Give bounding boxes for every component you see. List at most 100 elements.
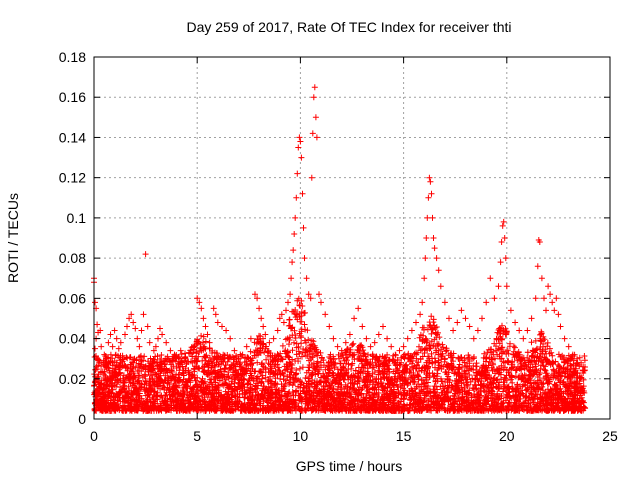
data-point bbox=[318, 299, 324, 306]
data-point bbox=[431, 245, 438, 252]
data-point bbox=[495, 283, 502, 290]
data-point bbox=[437, 283, 444, 290]
data-point bbox=[126, 315, 133, 322]
data-point bbox=[262, 331, 269, 338]
data-point bbox=[301, 255, 308, 262]
data-point bbox=[499, 222, 506, 229]
data-point bbox=[132, 325, 139, 332]
data-point bbox=[536, 239, 543, 245]
data-point bbox=[138, 327, 145, 334]
data-point bbox=[254, 295, 261, 302]
data-point bbox=[146, 339, 153, 346]
data-point bbox=[569, 351, 576, 358]
data-point bbox=[565, 343, 572, 350]
x-tick-label: 5 bbox=[193, 428, 201, 444]
data-point bbox=[140, 311, 147, 318]
y-tick-label: 0 bbox=[78, 411, 86, 427]
x-tick-label: 25 bbox=[602, 428, 618, 444]
data-point bbox=[299, 190, 306, 197]
data-point bbox=[171, 351, 178, 358]
data-point bbox=[462, 315, 469, 322]
data-point bbox=[276, 315, 283, 322]
y-tick-labels: 0 0.02 0.04 0.06 0.08 0.1 0.12 0.14 0.16 0.18 bbox=[59, 49, 86, 427]
data-point bbox=[212, 311, 219, 318]
data-point bbox=[256, 305, 263, 312]
data-point bbox=[580, 363, 587, 370]
data-point bbox=[231, 347, 238, 354]
data-point bbox=[470, 335, 477, 342]
data-point bbox=[296, 134, 303, 141]
data-point bbox=[194, 295, 201, 302]
data-point bbox=[545, 283, 552, 290]
data-point bbox=[134, 335, 141, 342]
data-point bbox=[316, 291, 322, 298]
data-points bbox=[91, 84, 588, 374]
data-point bbox=[371, 339, 378, 346]
data-point bbox=[200, 315, 207, 322]
y-tick-label: 0.1 bbox=[67, 210, 87, 226]
data-point bbox=[122, 331, 128, 338]
data-point bbox=[252, 291, 258, 298]
data-point bbox=[528, 315, 535, 322]
data-point bbox=[111, 327, 118, 334]
data-point bbox=[150, 347, 157, 354]
data-point bbox=[555, 311, 562, 318]
data-point bbox=[295, 144, 302, 151]
data-point bbox=[292, 214, 299, 221]
data-point bbox=[227, 335, 234, 342]
data-point bbox=[408, 327, 415, 334]
data-point bbox=[289, 259, 296, 266]
data-point bbox=[190, 343, 197, 350]
data-point bbox=[101, 351, 108, 358]
y-tick-label: 0.04 bbox=[59, 331, 86, 347]
data-point bbox=[235, 355, 242, 362]
data-point bbox=[144, 323, 151, 330]
data-point bbox=[330, 335, 337, 342]
data-point bbox=[206, 339, 213, 346]
data-point bbox=[534, 263, 541, 270]
x-tick-label: 20 bbox=[499, 428, 515, 444]
data-point bbox=[384, 335, 391, 342]
data-point bbox=[419, 299, 426, 306]
data-point bbox=[98, 343, 105, 350]
data-point bbox=[185, 349, 192, 356]
data-point bbox=[326, 323, 333, 330]
data-point bbox=[483, 299, 490, 306]
y-tick-label: 0.18 bbox=[59, 49, 86, 65]
data-point bbox=[313, 134, 320, 141]
data-point bbox=[363, 335, 370, 342]
data-point bbox=[270, 335, 277, 342]
data-point bbox=[204, 331, 211, 338]
data-point bbox=[430, 235, 437, 241]
data-point bbox=[293, 194, 300, 201]
data-point bbox=[308, 174, 315, 181]
data-point bbox=[417, 311, 424, 318]
data-point bbox=[553, 295, 560, 302]
x-axis-label: GPS time / hours bbox=[296, 458, 403, 474]
y-tick-label: 0.14 bbox=[59, 129, 86, 145]
data-point bbox=[94, 321, 101, 328]
data-point bbox=[380, 323, 386, 330]
data-point bbox=[196, 299, 203, 306]
data-point bbox=[96, 359, 103, 366]
data-point bbox=[404, 335, 411, 342]
data-point bbox=[426, 174, 433, 181]
data-point bbox=[549, 299, 556, 306]
data-point bbox=[413, 319, 419, 326]
x-tick-label: 10 bbox=[293, 428, 309, 444]
data-point bbox=[421, 275, 428, 282]
plot-frame bbox=[93, 56, 611, 420]
data-point bbox=[355, 305, 362, 312]
data-point bbox=[202, 323, 209, 330]
data-point bbox=[557, 323, 564, 330]
data-point bbox=[285, 299, 291, 306]
data-point bbox=[435, 267, 442, 274]
data-point bbox=[441, 299, 448, 306]
x-tick-label: 15 bbox=[396, 428, 412, 444]
data-point bbox=[342, 339, 349, 346]
data-point bbox=[274, 327, 281, 334]
data-point bbox=[547, 291, 554, 298]
data-point bbox=[130, 319, 137, 326]
data-point bbox=[283, 307, 289, 314]
